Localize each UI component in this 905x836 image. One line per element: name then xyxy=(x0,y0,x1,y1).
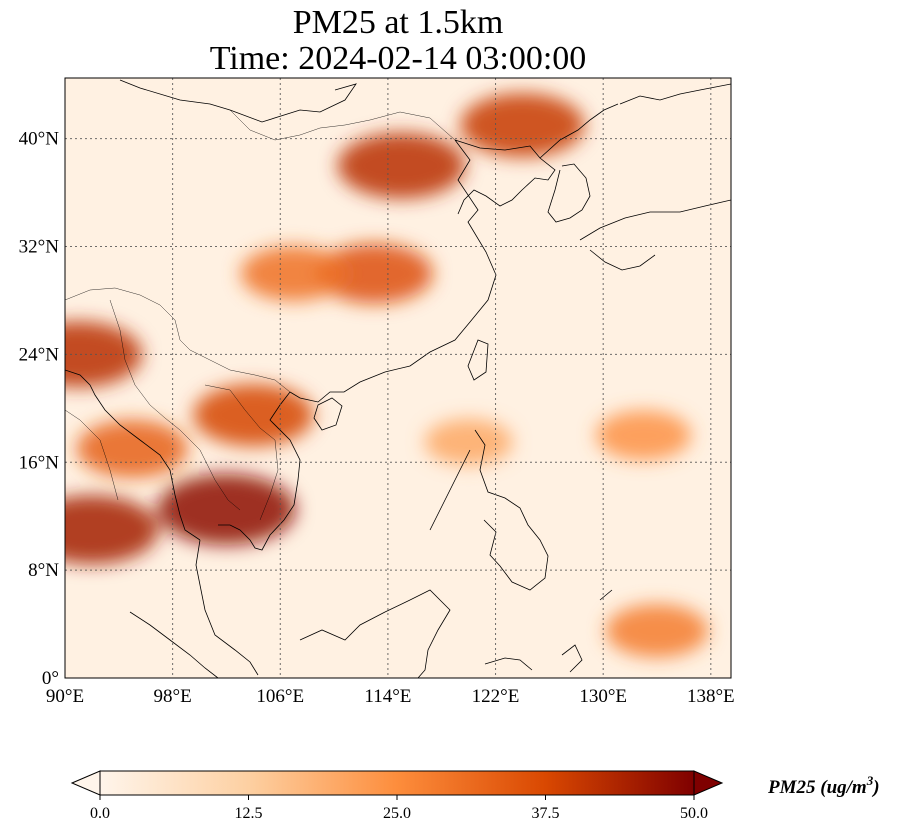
x-tick-label: 106°E xyxy=(256,686,304,707)
coastline-sulawesi xyxy=(561,589,613,673)
pm25-hotspot-9 xyxy=(605,604,709,658)
y-tick-label: 40°N xyxy=(19,129,60,150)
colorbar-tick-label: 0.0 xyxy=(90,805,110,822)
coastline-korea xyxy=(539,103,619,223)
x-tick-label: 130°E xyxy=(579,686,627,707)
y-tick-label: 16°N xyxy=(19,452,60,473)
map-frame xyxy=(64,77,732,679)
colorbar: 0.0 12.5 25.0 37.5 50.0 PM25 (ug/m3) xyxy=(70,770,880,822)
colorbar-max-extend-arrow xyxy=(693,770,724,796)
map-title-line2: Time: 2024-02-14 03:00:00 xyxy=(209,40,587,77)
colorbar-tick-label: 25.0 xyxy=(383,805,411,822)
colorbar-gradient xyxy=(99,770,695,796)
x-tick-label: 90°E xyxy=(46,686,84,707)
y-tick-label: 8°N xyxy=(28,560,59,581)
pm25-hotspot-0 xyxy=(65,495,159,564)
y-tick-label: 0° xyxy=(42,668,59,689)
coastline-china xyxy=(119,79,556,403)
coastline-philippines xyxy=(429,429,549,591)
pm25-hotspot-5 xyxy=(337,132,466,199)
pm25-hotspot-6 xyxy=(460,93,585,158)
coastline-borneo xyxy=(299,589,533,678)
coastline-sumatra xyxy=(129,611,219,678)
x-tick-labels: 90°E 98°E 106°E 114°E 122°E 130°E 138°E xyxy=(46,686,735,707)
borders xyxy=(65,109,456,521)
colorbar-ticks: 0.0 12.5 25.0 37.5 50.0 xyxy=(90,795,708,822)
colorbar-tick-label: 50.0 xyxy=(680,805,708,822)
coastline-hainan xyxy=(313,397,343,431)
x-tick-label: 122°E xyxy=(472,686,520,707)
x-tick-label: 138°E xyxy=(687,686,735,707)
pm25-hotspot-2 xyxy=(65,321,143,388)
y-tick-label: 24°N xyxy=(19,344,60,365)
colorbar-tick-label: 37.5 xyxy=(532,805,560,822)
pm25-hotspot-4 xyxy=(76,419,188,478)
pm25-hotspot-7 xyxy=(316,243,433,304)
x-tick-label: 114°E xyxy=(364,686,411,707)
pm25-heat-blobs xyxy=(65,93,709,658)
pm25-hotspot-11 xyxy=(424,419,513,466)
coastline-indochina xyxy=(65,369,301,676)
map-title-line1: PM25 at 1.5km xyxy=(292,4,504,41)
x-tick-label: 98°E xyxy=(154,686,192,707)
graticule xyxy=(65,78,731,678)
coastline-japan xyxy=(579,83,731,271)
colorbar-label: PM25 (ug/m3) xyxy=(767,773,880,798)
colorbar-min-extend-arrow xyxy=(70,770,101,796)
y-tick-label: 32°N xyxy=(19,237,60,258)
pm25-hotspot-8 xyxy=(240,246,347,302)
pm25-field xyxy=(65,78,731,678)
colorbar-tick-label: 12.5 xyxy=(235,805,263,822)
pm25-hotspot-10 xyxy=(595,410,692,461)
y-tick-labels: 0° 8°N 16°N 24°N 32°N 40°N xyxy=(19,129,60,689)
coastlines xyxy=(65,79,731,678)
pm25-hotspot-3 xyxy=(193,383,314,447)
pm25-hotspot-1 xyxy=(157,473,296,546)
coastline-taiwan xyxy=(467,339,489,381)
